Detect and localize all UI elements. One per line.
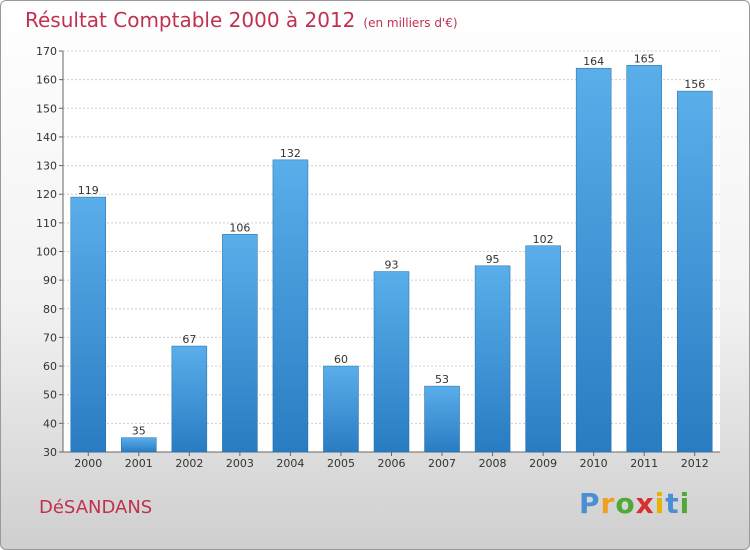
bar-value-label: 53 [435, 373, 449, 386]
bar [121, 437, 157, 453]
y-tick-label: 30 [43, 446, 57, 459]
bar [222, 234, 258, 453]
bar [70, 196, 107, 453]
x-tick-label: 2004 [276, 457, 304, 470]
bar [626, 65, 662, 453]
bar-value-label: 67 [182, 333, 196, 346]
proxiti-logo: Proxiti [579, 487, 690, 520]
logo-letter: P [579, 487, 601, 520]
bar-value-label: 102 [533, 233, 554, 246]
logo-letter: r [600, 487, 616, 520]
bar-value-label: 60 [334, 353, 348, 366]
y-tick-label: 160 [36, 74, 57, 87]
bar [525, 245, 561, 453]
bar [323, 365, 359, 453]
x-tick-label: 2012 [681, 457, 709, 470]
x-tick-label: 2011 [630, 457, 658, 470]
x-tick-label: 2008 [479, 457, 507, 470]
bar-value-label: 165 [634, 52, 655, 65]
x-tick-label: 2000 [74, 457, 102, 470]
chart-subtitle: (en milliers d'€) [363, 16, 458, 30]
y-tick-label: 100 [36, 246, 57, 259]
bar [424, 385, 460, 453]
y-tick-label: 120 [36, 188, 57, 201]
y-tick-label: 170 [36, 45, 57, 58]
bar-value-label: 164 [583, 55, 604, 68]
y-tick-label: 130 [36, 160, 57, 173]
x-tick-label: 2003 [226, 457, 254, 470]
bar [575, 67, 612, 453]
y-tick-label: 70 [43, 331, 57, 344]
y-tick-label: 150 [36, 102, 57, 115]
y-tick-label: 40 [43, 417, 57, 430]
x-tick-label: 2007 [428, 457, 456, 470]
bar [676, 90, 713, 453]
logo-letter: x [635, 487, 655, 520]
y-tick-label: 60 [43, 360, 57, 373]
x-tick-label: 2005 [327, 457, 355, 470]
commune-name: DéSANDANS [39, 497, 153, 518]
bar [171, 345, 208, 453]
logo-letter: o [615, 487, 636, 520]
logo-letter: i [679, 487, 691, 520]
y-tick-label: 140 [36, 131, 57, 144]
x-tick-label: 2010 [580, 457, 608, 470]
logo-letter: i [654, 487, 666, 520]
y-tick-label: 90 [43, 274, 57, 287]
bar-value-label: 95 [486, 253, 500, 266]
bar [373, 271, 410, 453]
bar-value-label: 156 [684, 78, 705, 91]
bar-value-label: 132 [280, 147, 301, 160]
y-tick-label: 110 [36, 217, 57, 230]
bar-value-label: 35 [132, 425, 146, 438]
bar [272, 159, 309, 453]
bar-value-label: 119 [78, 184, 99, 197]
logo-letter: t [665, 487, 680, 520]
x-tick-label: 2002 [175, 457, 203, 470]
chart-title: Résultat Comptable 2000 à 2012 (en millie… [25, 8, 458, 32]
bar-value-label: 93 [385, 259, 399, 272]
y-tick-label: 80 [43, 303, 57, 316]
y-tick-label: 50 [43, 389, 57, 402]
x-tick-label: 2009 [529, 457, 557, 470]
bar [474, 265, 511, 453]
bar-value-label: 106 [229, 221, 250, 234]
x-tick-label: 2006 [378, 457, 406, 470]
x-tick-label: 2001 [125, 457, 153, 470]
